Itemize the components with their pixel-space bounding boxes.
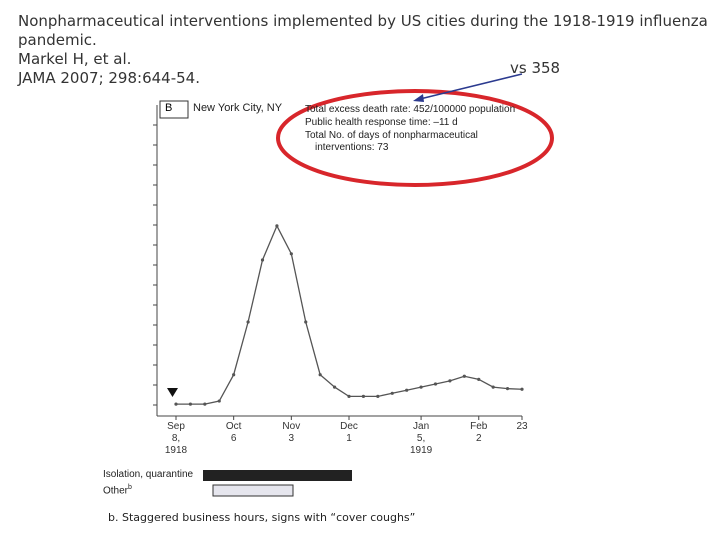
- point: [289, 252, 293, 256]
- point: [405, 388, 409, 392]
- point: [246, 320, 250, 324]
- point: [232, 373, 236, 377]
- annotation: Total excess death rate: 452/100000 popu…: [305, 104, 516, 115]
- point: [448, 379, 452, 383]
- point: [505, 387, 510, 391]
- point: [491, 385, 495, 389]
- x-tick-label: Oct 6: [225, 421, 242, 444]
- point: [419, 385, 423, 389]
- intervention-bar: [212, 484, 294, 497]
- comparison-note: vs 358: [510, 59, 561, 77]
- x-tick-label: Nov 3: [282, 421, 301, 444]
- point: [390, 391, 394, 395]
- x-tick-label: Sep 8, 1918: [164, 421, 188, 456]
- y-axis-ticks: [153, 124, 157, 406]
- start-marker: [167, 388, 178, 397]
- annotation: Public health response time: –11 d: [305, 117, 458, 128]
- x-tick-label: Dec 1: [340, 421, 358, 444]
- footnote-mark: b: [128, 484, 132, 491]
- x-tick-label: Feb 2: [470, 421, 488, 444]
- annotation: Total No. of days of nonpharmaceutical i…: [305, 130, 478, 153]
- highlight-ellipse: [276, 89, 554, 187]
- point: [332, 385, 337, 389]
- point: [217, 399, 221, 403]
- point: [361, 394, 366, 398]
- intervention-label: Otherb: [103, 484, 132, 496]
- line: [176, 224, 523, 405]
- arrow: [419, 73, 523, 100]
- footnote: b. Staggered business hours, signs with …: [108, 511, 416, 524]
- point: [174, 402, 178, 406]
- point: [376, 394, 380, 398]
- point: [462, 374, 466, 378]
- point: [318, 373, 322, 377]
- point: [188, 402, 193, 406]
- point: [275, 224, 279, 228]
- point: [260, 258, 265, 262]
- point: [347, 394, 351, 398]
- chart-title: New York City, NY: [193, 102, 283, 114]
- point: [304, 320, 308, 324]
- slide-title: Nonpharmaceutical interventions implemen…: [18, 12, 708, 49]
- point: [433, 382, 438, 386]
- point: [520, 387, 524, 391]
- x-tick-label: 23: [516, 421, 528, 432]
- point: [477, 377, 481, 381]
- intervention-bar: [203, 470, 352, 481]
- panel-label: B: [165, 102, 173, 114]
- intervention-label: Other: [103, 485, 129, 497]
- journal: JAMA 2007; 298:644-54.: [18, 69, 200, 87]
- authors: Markel H, et al.: [18, 50, 132, 68]
- point: [203, 402, 207, 406]
- panel-box: [159, 100, 189, 119]
- arrow-head: [413, 94, 424, 102]
- x-tick-label: Jan 5, 1919: [409, 421, 433, 456]
- intervention-label: Isolation, quarantine: [103, 469, 194, 480]
